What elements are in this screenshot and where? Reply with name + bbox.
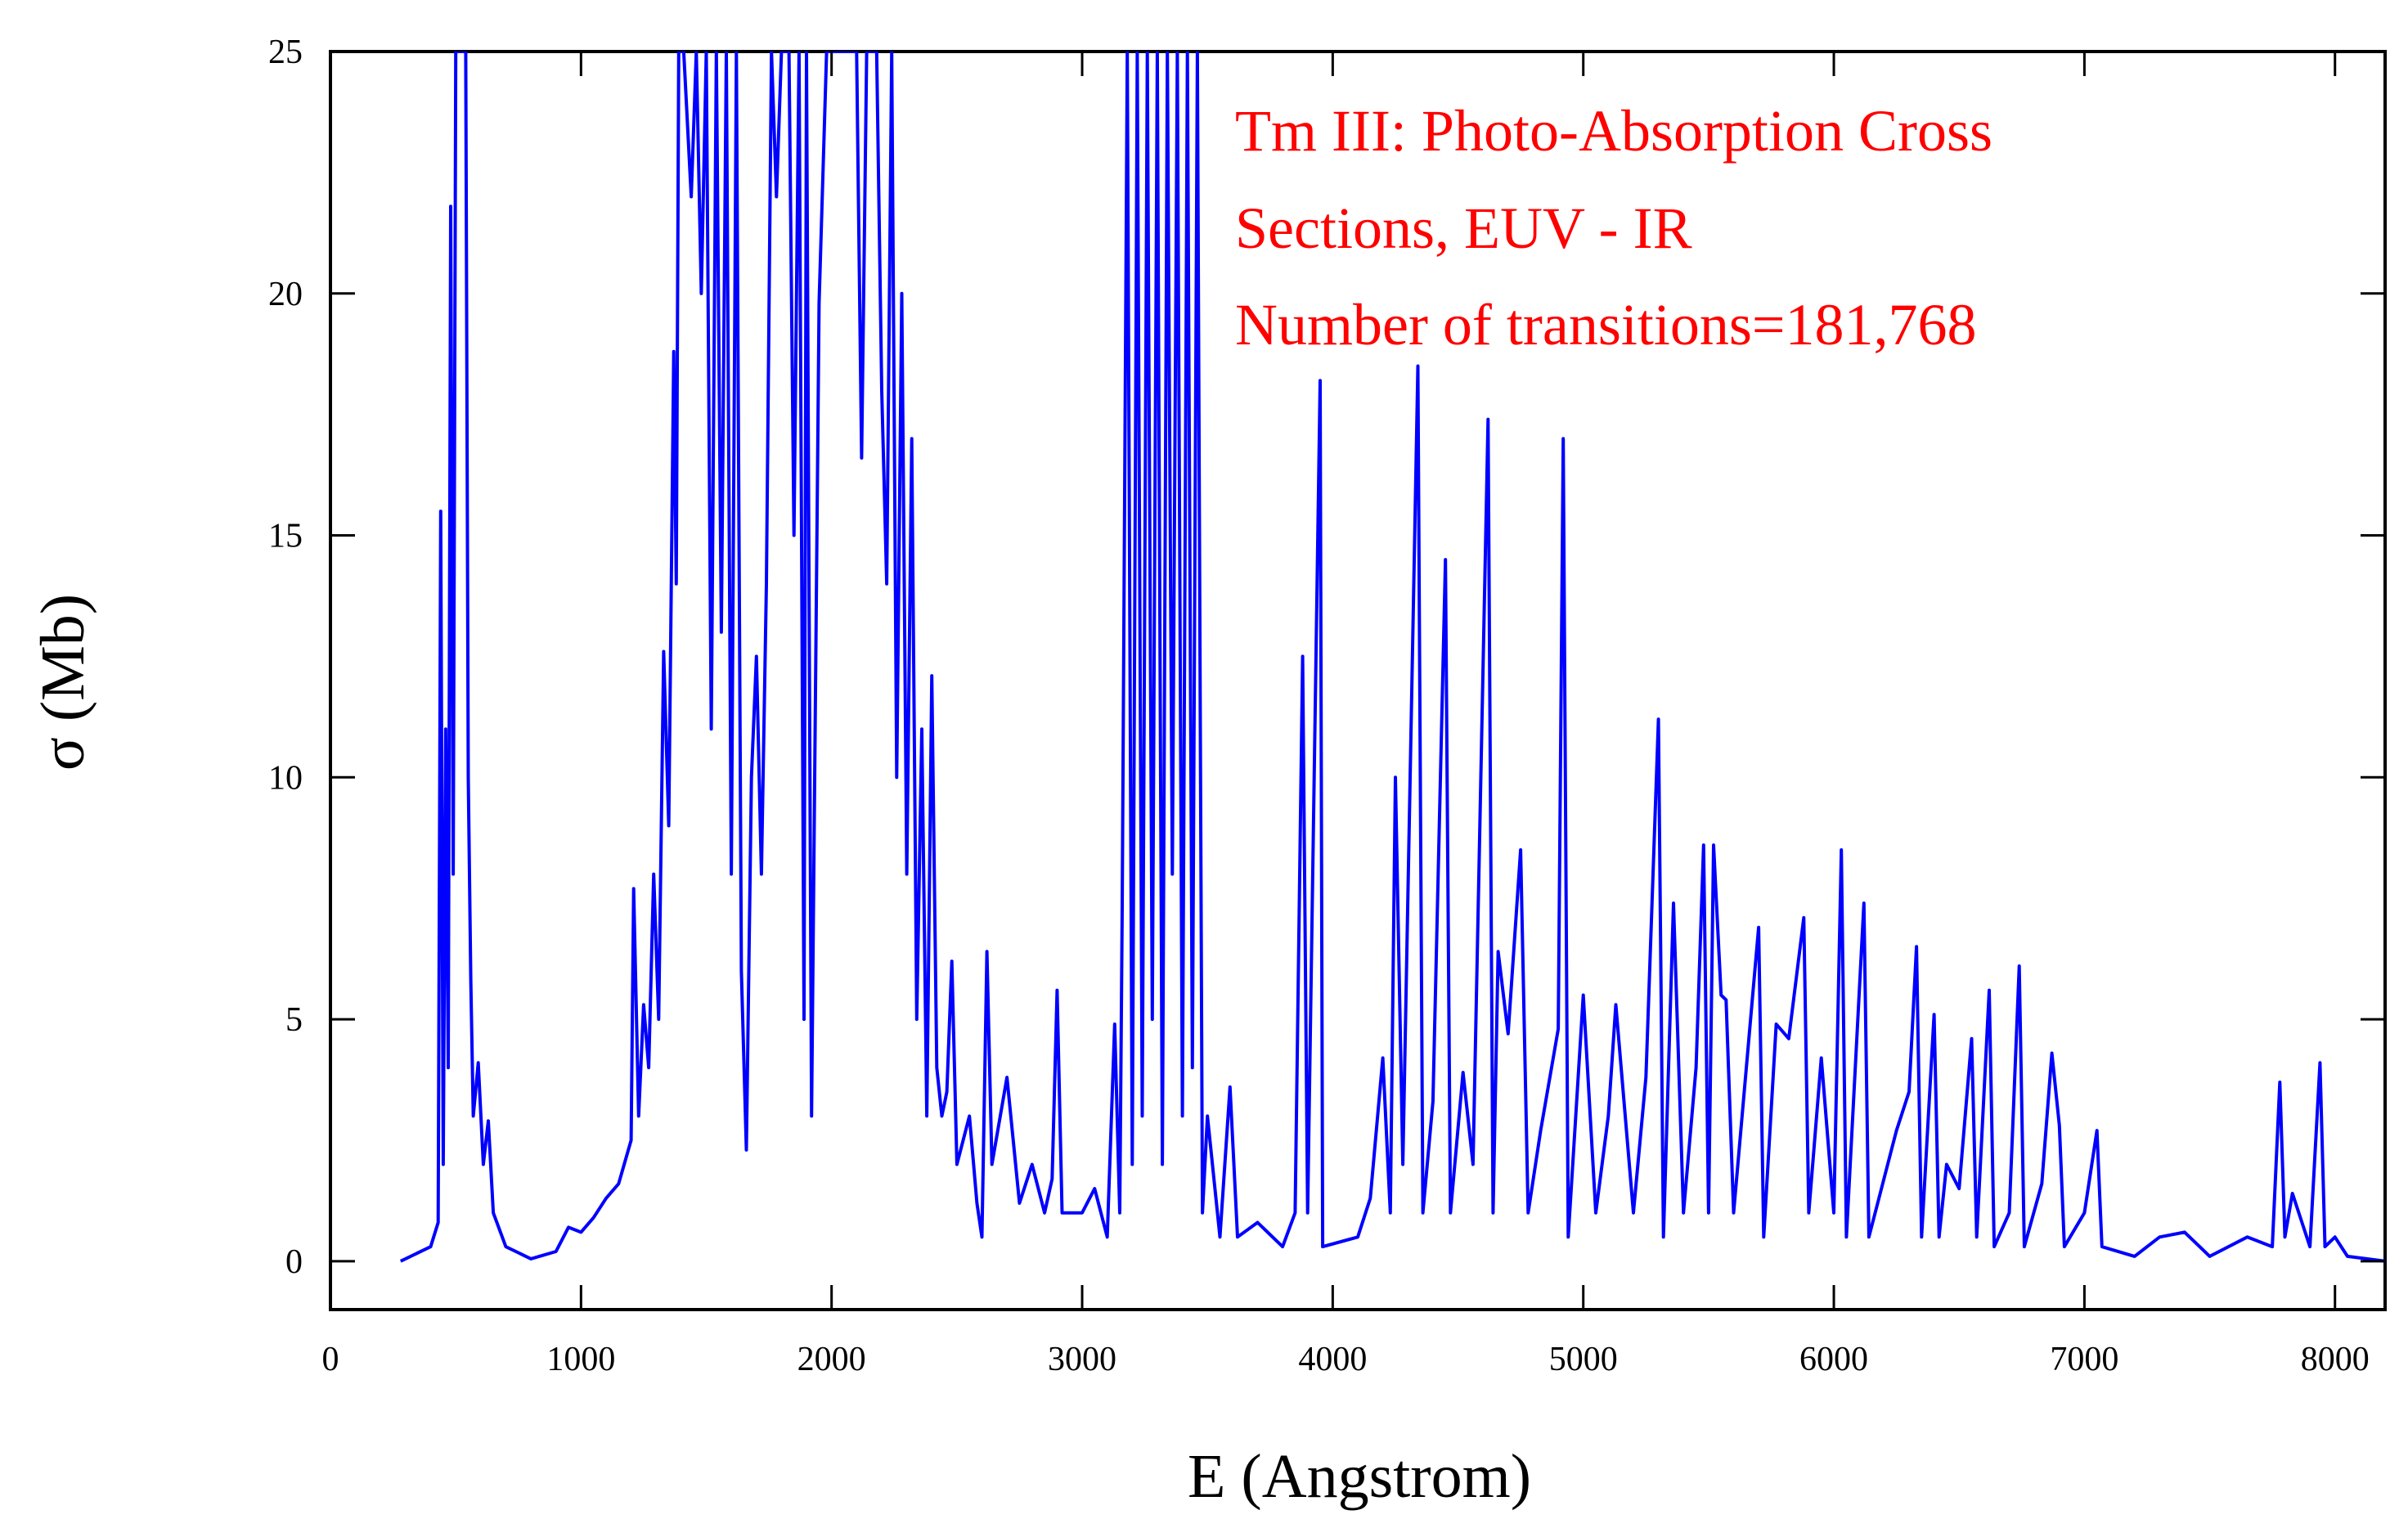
plot-frame [329, 50, 2387, 1311]
x-tick-label: 4000 [1298, 1341, 1367, 1378]
x-axis-label: E (Angstrom) [1188, 1442, 1531, 1511]
annotation: Sections, EUV - IR [1235, 195, 1692, 261]
x-tick-label: 6000 [1799, 1341, 1868, 1378]
y-tick-label: 25 [268, 34, 303, 71]
x-tick-label: 3000 [1048, 1341, 1116, 1378]
y-tick-label: 0 [285, 1243, 303, 1281]
x-tick-label: 0 [322, 1341, 339, 1378]
y-tick-label: 15 [268, 518, 303, 555]
x-tick-label: 1000 [546, 1341, 615, 1378]
annotation: Tm III: Photo-Absorption Cross [1235, 98, 1992, 164]
y-tick-label: 5 [285, 1001, 303, 1039]
y-tick-label: 20 [268, 276, 303, 313]
y-axis-label: σ (Mb) [29, 594, 97, 771]
x-tick-label: 5000 [1549, 1341, 1618, 1378]
x-tick-label: 7000 [2050, 1341, 2118, 1378]
plot-area [399, 52, 2385, 1263]
spectrum-line [399, 52, 2385, 1263]
x-tick-label: 2000 [797, 1341, 866, 1378]
x-tick-label: 8000 [2301, 1341, 2370, 1378]
annotation: Number of transitions=181,768 [1235, 292, 1977, 357]
y-tick-label: 10 [268, 759, 303, 797]
